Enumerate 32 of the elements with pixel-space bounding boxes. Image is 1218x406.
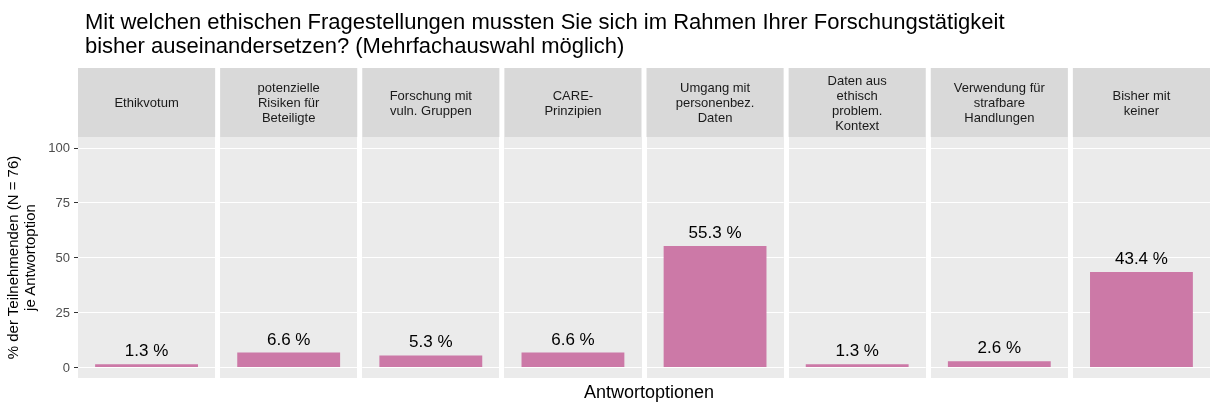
x-tick-label: potenzielle Risiken für Beteiligte [257,80,321,125]
x-tick-label: Daten aus ethisch problem. Kontext [827,72,888,133]
data-label: 43.4 % [1114,248,1168,268]
bar [1090,271,1193,368]
data-label: 55.3 % [688,222,742,242]
y-axis-title: % der Teilnehmenden (N = 76) je Antwortoption [4,155,38,360]
y-tick-label: 25 [55,304,70,320]
data-label: 5.3 % [409,332,453,352]
bar [379,355,483,368]
data-label: 6.6 % [266,329,311,349]
data-label: 6.6 % [551,329,595,349]
y-tick-label: 50 [55,250,70,265]
x-tick-label: Forschung mit vuln. Gruppen [389,87,473,118]
bar [521,352,625,368]
x-tick-label: Umgang mit personenbez. Daten [675,80,755,125]
chart-title: Mit welchen ethischen Fragestellungen mussten Sie sich im Rahmen Ihrer Forschungstätigkeit bisher auseinandersetzen? (Mehrfachauswahl möglich) [85,8,1005,58]
bar [237,352,341,368]
bar [805,364,909,368]
bar [663,245,767,368]
x-tick-label: Ethikvotum [114,95,179,110]
y-tick-label: 100 [48,140,70,156]
x-tick-label: Verwendung für strafbare Handlungen [953,80,1046,125]
bar [947,361,1051,368]
data-label: 1.3 % [835,341,879,361]
data-label: 2.6 % [977,338,1022,358]
data-label: 1.3 % [124,341,169,361]
x-axis-title: Antwortoptionen [584,382,715,402]
y-tick-label: 75 [55,195,70,211]
x-tick-label: Bisher mit keiner [1112,87,1171,118]
x-tick-label: CARE- Prinzipien [544,87,602,118]
bar [95,364,198,368]
y-tick-label: 0 [62,359,70,375]
